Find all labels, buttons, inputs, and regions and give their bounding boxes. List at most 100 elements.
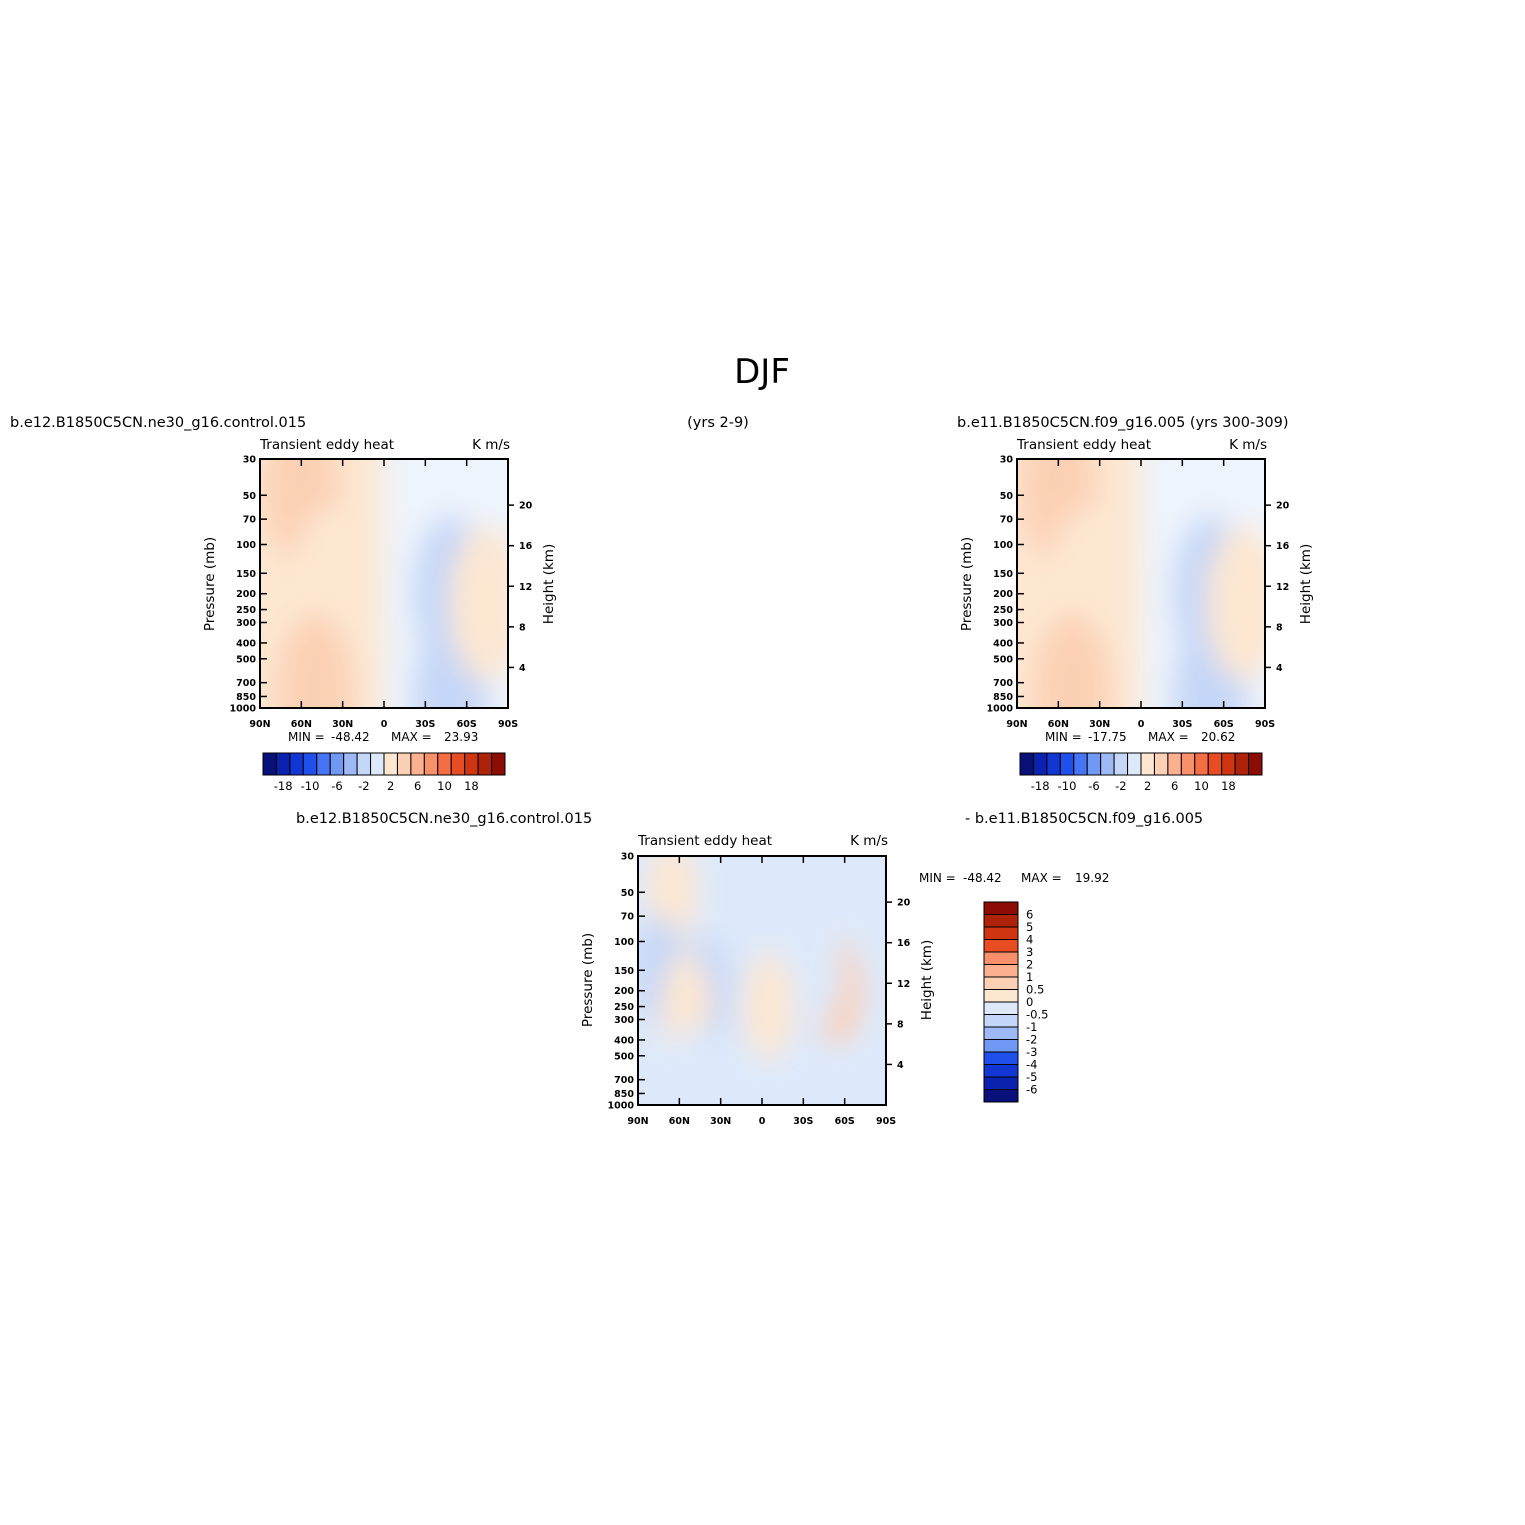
colorbar-label: -0.5 bbox=[1026, 1008, 1048, 1022]
colorbar-label: -2 bbox=[1026, 1033, 1037, 1047]
colorbar-label: 10 bbox=[1194, 779, 1209, 793]
x-tick-label: 60N bbox=[291, 719, 312, 730]
x-tick-label: 30S bbox=[793, 1116, 813, 1127]
max-label: MAX = bbox=[1021, 871, 1062, 885]
colorbar-swatch bbox=[450, 752, 466, 776]
y-tick-label: 700 bbox=[614, 1075, 634, 1086]
field-feature-4 bbox=[668, 1025, 719, 1105]
colorbar-swatch bbox=[316, 752, 331, 776]
max-value: 19.92 bbox=[1075, 871, 1109, 885]
colorbar-label: -6 bbox=[1026, 1083, 1037, 1097]
x-tick-label: 30S bbox=[415, 719, 435, 730]
x-tick-label: 0 bbox=[1138, 719, 1145, 730]
x-tick-label: 30S bbox=[1172, 719, 1192, 730]
y-tick-label: 70 bbox=[621, 912, 635, 923]
colorbar-label: 10 bbox=[437, 779, 452, 793]
y-tick-label: 150 bbox=[614, 966, 634, 977]
y-tick-label: 700 bbox=[993, 678, 1013, 689]
right-tick-label: 8 bbox=[897, 1019, 904, 1030]
colorbar-label: -2 bbox=[358, 779, 369, 793]
y-tick-label: 50 bbox=[243, 491, 257, 502]
colorbar-swatch bbox=[983, 1001, 1019, 1015]
y-tick-label: 70 bbox=[1000, 515, 1014, 526]
colorbar-label: 5 bbox=[1026, 920, 1033, 934]
right-tick-label: 20 bbox=[897, 898, 911, 909]
colorbar-swatch bbox=[983, 901, 1019, 915]
right-tick-label: 12 bbox=[519, 582, 532, 593]
y-tick-label: 150 bbox=[993, 569, 1013, 580]
colorbar-swatch bbox=[437, 752, 452, 776]
colorbar-swatch bbox=[423, 752, 439, 776]
field-feature-2 bbox=[277, 614, 354, 708]
colorbar-swatch bbox=[983, 1089, 1019, 1103]
y-tick-label: 100 bbox=[236, 540, 256, 551]
colorbar-label: 0.5 bbox=[1026, 983, 1044, 997]
y-tick-label: 150 bbox=[236, 569, 256, 580]
y-tick-label: 200 bbox=[993, 589, 1013, 600]
colorbar-swatch bbox=[1248, 752, 1263, 776]
colorbar-swatch bbox=[983, 939, 1019, 953]
panel-reference: Transient eddy heat K m/s 90N 60N 30N 0 30S 6… bbox=[959, 437, 1314, 793]
colorbar-label: -1 bbox=[1026, 1020, 1037, 1034]
colorbar-swatch bbox=[1140, 752, 1155, 776]
caption-bottom-left: b.e12.B1850C5CN.ne30_g16.control.015 bbox=[296, 811, 592, 827]
min-value: -48.42 bbox=[331, 730, 370, 744]
axes: 90N 60N 30N 0 30S 60S 90S 30 50 70 100 150 200 250 300… bbox=[987, 455, 1290, 731]
colorbar-label: 2 bbox=[387, 779, 394, 793]
colorbar-swatch bbox=[1100, 752, 1115, 776]
y-tick-label: 400 bbox=[614, 1035, 634, 1046]
colorbar-label: -4 bbox=[1026, 1058, 1037, 1072]
y-tick-label: 850 bbox=[993, 692, 1013, 703]
x-tick-label: 60S bbox=[457, 719, 477, 730]
y-tick-label: 500 bbox=[993, 654, 1013, 665]
colorbar-swatch bbox=[983, 1064, 1019, 1078]
colorbar-label: -10 bbox=[301, 779, 320, 793]
min-value: -48.42 bbox=[963, 871, 1002, 885]
contour-field bbox=[638, 856, 886, 1105]
panel-title: Transient eddy heat bbox=[637, 833, 772, 849]
y-tick-label: 200 bbox=[236, 589, 256, 600]
colorbar-swatch bbox=[983, 1076, 1019, 1090]
contour-field bbox=[260, 459, 508, 708]
colorbar-label: -10 bbox=[1058, 779, 1077, 793]
y-tick-label: 30 bbox=[1000, 455, 1014, 466]
y-tick-label: 850 bbox=[614, 1089, 634, 1100]
colorbar-swatch bbox=[343, 752, 358, 776]
x-tick-label: 30N bbox=[710, 1116, 731, 1127]
x-tick-label: 90N bbox=[1006, 719, 1027, 730]
colorbar-swatch bbox=[410, 752, 425, 776]
field-feature-8 bbox=[743, 952, 794, 1061]
min-label: MIN = bbox=[288, 730, 325, 744]
colorbar-swatch bbox=[983, 964, 1019, 978]
x-tick-label: 60S bbox=[1214, 719, 1234, 730]
x-tick-label: 90S bbox=[876, 1116, 896, 1127]
colorbar-swatch bbox=[1180, 752, 1196, 776]
right-tick-label: 8 bbox=[1276, 622, 1283, 633]
colorbar-label: -6 bbox=[1088, 779, 1099, 793]
y-tick-label: 500 bbox=[236, 654, 256, 665]
y-tick-label: 1000 bbox=[230, 704, 257, 715]
min-label: MIN = bbox=[1045, 730, 1082, 744]
colorbar-swatch bbox=[983, 926, 1019, 940]
panel-title: Transient eddy heat bbox=[259, 437, 394, 453]
colorbar-label: -3 bbox=[1026, 1045, 1037, 1059]
y-tick-label: 30 bbox=[621, 852, 635, 863]
colorbar-label: 4 bbox=[1026, 933, 1033, 947]
colorbar-label: 3 bbox=[1026, 945, 1033, 959]
colorbar: -18 -10 -6 -2 2 6 10 18 bbox=[1019, 752, 1263, 793]
x-tick-label: 60N bbox=[1048, 719, 1069, 730]
min-label: MIN = bbox=[919, 871, 956, 885]
field-feature-6 bbox=[792, 916, 843, 1025]
caption-top-right: b.e11.B1850C5CN.f09_g16.005 (yrs 300-309… bbox=[957, 415, 1289, 431]
colorbar: -18 -10 -6 -2 2 6 10 18 bbox=[262, 752, 506, 793]
x-tick-label: 90N bbox=[627, 1116, 648, 1127]
right-tick-label: 4 bbox=[1276, 663, 1283, 674]
caption-bottom-right: - b.e11.B1850C5CN.f09_g16.005 bbox=[965, 811, 1203, 827]
y-tick-label: 400 bbox=[236, 638, 256, 649]
colorbar-swatch bbox=[983, 989, 1019, 1003]
y-tick-label: 400 bbox=[993, 638, 1013, 649]
field-feature-2 bbox=[1034, 614, 1111, 708]
max-label: MAX = bbox=[1148, 730, 1189, 744]
y-tick-label: 500 bbox=[614, 1051, 634, 1062]
